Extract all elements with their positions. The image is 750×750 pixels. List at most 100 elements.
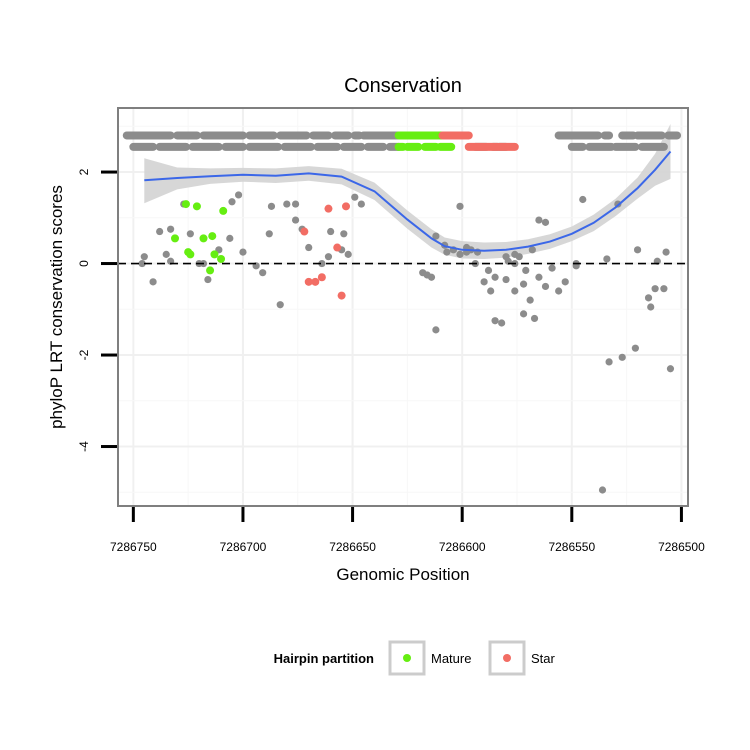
point-other [204,275,212,284]
point-other [226,234,234,242]
x-tick-label: 7286500 [658,540,705,554]
point-other [541,282,550,291]
point-other [605,358,613,366]
point-other [598,486,607,494]
point-other [651,285,659,293]
point-other [491,317,499,325]
point-other [541,218,550,226]
point-other [528,246,536,254]
point-star [300,227,309,236]
point-other [340,230,348,238]
point-other [234,191,243,199]
point-other [239,248,247,256]
point-star [333,243,342,252]
x-tick-label: 7286700 [220,540,267,554]
point-other [291,216,300,224]
point-other [647,303,655,311]
point-other [259,269,267,277]
chart-title: Conservation [344,75,462,97]
point-other [526,296,534,304]
point-other [267,202,276,210]
smooth-layer [144,150,672,252]
point-mature [210,250,219,259]
point-other [535,273,543,281]
point-other [149,278,157,286]
x-tick-label: 7286600 [439,540,486,554]
point-other [522,266,530,275]
legend-dot-star [503,654,511,662]
point-other [515,253,523,261]
x-axis-title: Genomic Position [336,565,469,584]
smooth-line [144,150,672,252]
y-tick-label: -4 [77,441,91,452]
point-other [530,314,539,323]
point-other [603,255,611,263]
point-other [666,365,675,373]
legend-label-star: Star [531,651,556,666]
point-other [324,253,333,261]
point-star [324,204,333,213]
point-other [487,287,495,295]
point-other [491,273,499,281]
point-other [305,243,313,252]
point-other [456,250,464,258]
point-other [644,294,653,302]
point-other [511,287,519,295]
point-other [344,250,352,258]
point-star [304,277,313,286]
point-mature [199,234,208,243]
panel-border [117,107,689,507]
point-other [660,285,668,293]
point-other [519,310,528,318]
point-mature [181,200,190,209]
point-other [631,344,639,352]
y-tick-label: 2 [77,168,91,175]
point-other [228,198,236,206]
point-other [443,248,451,256]
point-other [502,275,510,284]
point-mature [217,254,226,263]
legend-title: Hairpin partition [274,651,374,666]
x-tick-label: 7286650 [329,540,376,554]
point-other [555,287,563,295]
point-other [618,353,626,361]
point-mature [192,202,201,211]
point-other [283,200,291,208]
point-other [138,259,146,268]
point-star [337,291,346,300]
point-other [480,278,488,286]
point-other [548,264,556,272]
point-other [276,301,284,309]
point-other [498,319,506,327]
point-other [156,227,164,236]
point-star [342,202,350,211]
point-other [662,248,670,256]
point-other [327,227,335,236]
point-star [317,273,326,282]
point-other [432,326,440,334]
point-other [432,232,440,240]
point-other [291,200,300,208]
x-axis: 7286750 7286700 7286650 7286600 7286550 72865… [110,507,705,554]
point-other [265,230,273,238]
x-tick-label: 7286550 [548,540,595,554]
point-other [186,230,194,238]
point-other [502,253,510,261]
point-star [311,277,320,286]
point-other [423,271,431,279]
point-other [561,278,569,286]
point-other [633,246,642,254]
y-tick-label: 0 [77,260,91,267]
legend-dot-mature [403,654,411,662]
point-other [140,253,148,261]
y-axis-title: phyloP LRT conservation scores [47,185,66,429]
points-layer [138,191,675,494]
rug-layer [122,131,682,151]
point-other [351,193,359,201]
y-axis: 2 0 -2 -4 [77,168,117,452]
legend: Hairpin partition Mature Star [274,640,556,676]
y-tick-label: -2 [77,349,91,360]
point-mature [186,250,195,259]
legend-label-mature: Mature [431,651,471,666]
